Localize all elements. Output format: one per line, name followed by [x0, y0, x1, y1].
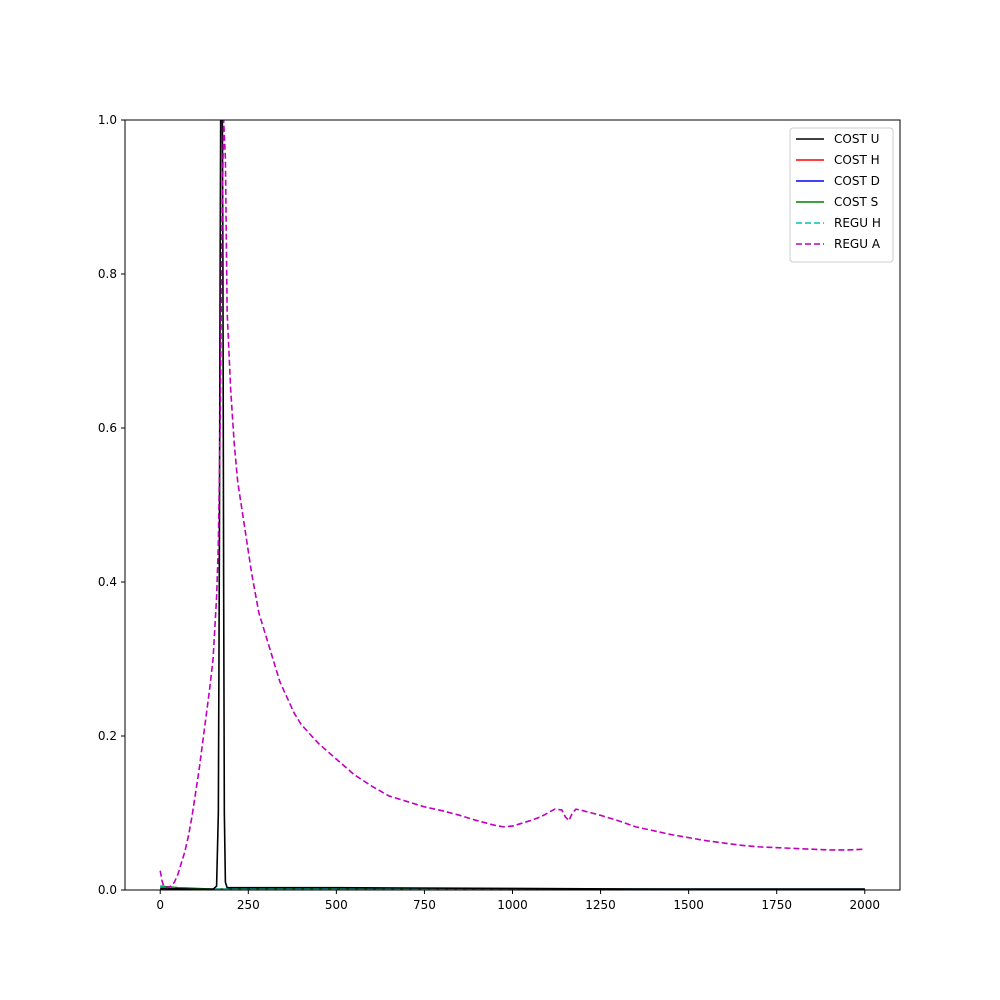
series-line-cost-u	[160, 120, 865, 890]
x-tick-label: 1250	[585, 898, 616, 912]
x-tick-label: 1750	[761, 898, 792, 912]
x-tick-label: 500	[325, 898, 348, 912]
legend-label: REGU H	[834, 216, 881, 230]
series-line-regu-a	[159, 120, 865, 889]
series-layer	[159, 120, 865, 890]
x-tick-label: 250	[237, 898, 260, 912]
y-tick-label: 0.2	[98, 729, 117, 743]
x-tick-label: 1000	[497, 898, 528, 912]
legend: COST U COST H COST D COST S REGU H REGU A	[789, 127, 894, 263]
x-tick-label: 750	[413, 898, 436, 912]
legend-label: COST S	[834, 195, 878, 209]
y-tick-label: 1.0	[98, 113, 117, 127]
legend-label: COST H	[834, 153, 880, 167]
y-axis: 0.0 0.2 0.4 0.6 0.8 1.0	[98, 113, 125, 897]
legend-label: REGU A	[834, 237, 881, 251]
x-tick-label: 1500	[673, 898, 704, 912]
x-axis: 0 250 500 750 1000 1250 1500 1750 2000	[156, 890, 880, 912]
x-tick-label: 0	[156, 898, 164, 912]
legend-label: COST U	[834, 132, 879, 146]
x-tick-label: 2000	[849, 898, 880, 912]
legend-label: COST D	[834, 174, 880, 188]
y-tick-label: 0.8	[98, 267, 117, 281]
y-tick-label: 0.6	[98, 421, 117, 435]
y-tick-label: 0.0	[98, 883, 117, 897]
y-tick-label: 0.4	[98, 575, 117, 589]
legend-box	[789, 127, 894, 263]
